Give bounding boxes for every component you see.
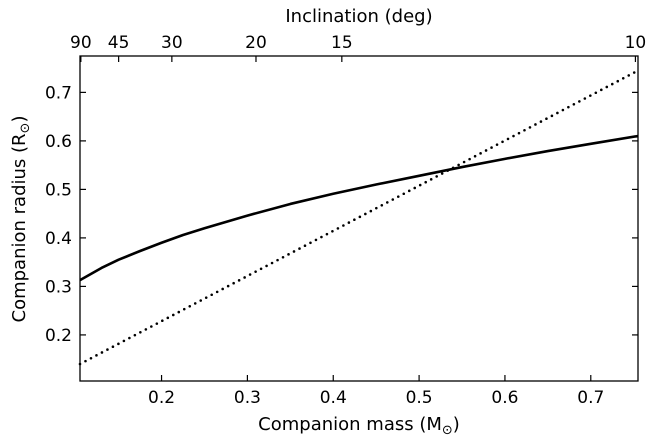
top-tick-label-4: 15 [331, 33, 353, 53]
top-tick-label-3: 20 [245, 33, 267, 53]
x-tick-label-1: 0.3 [234, 388, 261, 408]
y-tick-label-2: 0.4 [45, 229, 72, 249]
series-layer [78, 69, 640, 366]
y-axis-label-close: ) [9, 116, 30, 123]
x-tick-label-2: 0.4 [320, 388, 347, 408]
x-tick-label-4: 0.6 [491, 388, 518, 408]
top-tick-label-0: 90 [70, 33, 92, 53]
y-axis-label-subscript: ⊙ [18, 123, 33, 134]
x-tick-label-0: 0.2 [148, 388, 175, 408]
y-axis-label: Companion radius (R⊙) [9, 116, 33, 323]
y-tick-label-3: 0.5 [45, 180, 72, 200]
y-tick-label-0: 0.2 [45, 326, 72, 346]
top-tick-label-1: 45 [108, 33, 130, 53]
x-tick-label-5: 0.7 [577, 388, 604, 408]
y-axis-label-text: Companion radius (R [9, 133, 30, 322]
y-tick-label-5: 0.7 [45, 83, 72, 103]
x-axis-label: Companion mass (M⊙) [258, 414, 460, 438]
x-axis-label-text: Companion mass (M [258, 414, 442, 435]
y-tick-label-4: 0.6 [45, 132, 72, 152]
plot-frame [79, 55, 639, 382]
series-line-0 [79, 134, 639, 282]
series-line-1 [78, 69, 640, 366]
x-tick-label-3: 0.5 [406, 388, 433, 408]
y-tick-label-1: 0.3 [45, 277, 72, 297]
top-tick-label-2: 30 [161, 33, 183, 53]
x-axis-label-close: ) [453, 414, 460, 435]
tick-layer: 0.2 0.3 0.4 0.5 0.6 0.7 0.2 0.3 0.4 0.5 0.6 0.7 90 45… [45, 33, 646, 408]
top-axis-label: Inclination (deg) [285, 6, 432, 27]
top-tick-label-5: 10 [625, 33, 647, 53]
x-axis-label-subscript: ⊙ [442, 423, 453, 438]
